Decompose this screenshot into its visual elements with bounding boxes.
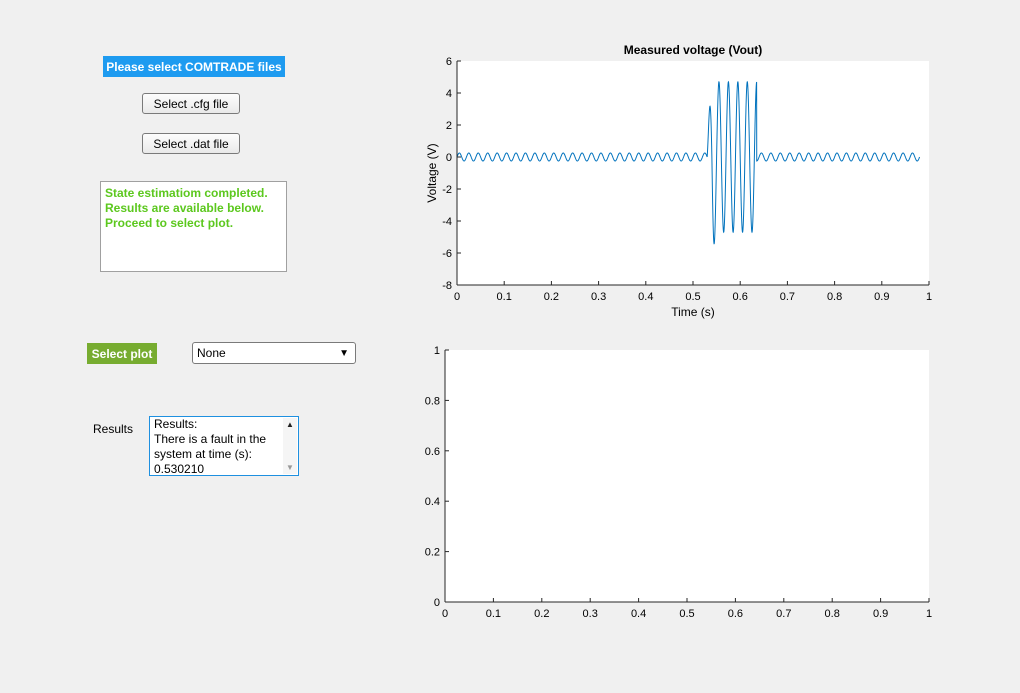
x-tick-label: 0 [442, 608, 448, 620]
x-tick-label: 0.8 [827, 291, 842, 303]
chart-title: Measured voltage (Vout) [624, 43, 762, 57]
select-plot-label: Select plot [87, 343, 157, 364]
y-tick-label: 2 [446, 120, 452, 132]
status-line: Proceed to select plot. [105, 216, 234, 230]
select-cfg-button[interactable]: Select .cfg file [142, 93, 240, 114]
plot-area [445, 350, 929, 602]
y-tick-label: 0 [446, 152, 452, 164]
x-tick-label: 0 [454, 291, 460, 303]
plot-area [457, 61, 929, 285]
x-tick-label: 0.1 [497, 291, 512, 303]
scroll-up-icon[interactable]: ▲ [286, 420, 294, 429]
results-label: Results [93, 422, 134, 436]
y-tick-label: 1 [434, 345, 440, 357]
selected-plot-chart: 0 0.1 0.2 0.3 0.4 0.5 0.6 0.7 0.8 0.9 1 0 0.2 0.4 0.6 0… [425, 345, 932, 620]
x-tick-label: 0.1 [486, 608, 501, 620]
x-tick-label: 0.9 [873, 608, 888, 620]
plot-dropdown-value: None [197, 346, 226, 360]
x-tick-label: 0.2 [534, 608, 549, 620]
voltage-series-line [456, 80, 921, 245]
y-tick-label: -6 [442, 248, 452, 260]
y-tick-label: 4 [446, 88, 452, 100]
y-tick-label: 6 [446, 56, 452, 68]
voltage-chart: Measured voltage (Vout) 0 0.1 0.2 0.3 0.4 0.5… [425, 43, 932, 319]
plot-dropdown[interactable]: None ▼ [192, 342, 356, 364]
y-tick-label: 0.6 [425, 446, 440, 458]
x-tick-label: 1 [926, 608, 932, 620]
x-tick-label: 1 [926, 291, 932, 303]
comtrade-header-label: Please select COMTRADE files [103, 56, 285, 77]
x-tick-label: 0.3 [583, 608, 598, 620]
y-tick-label: -2 [442, 184, 452, 196]
y-tick-label: 0 [434, 597, 440, 609]
status-text-box: State estimatiom completed. Results are … [100, 181, 287, 272]
x-tick-label: 0.7 [776, 608, 791, 620]
results-line: 0.530210 [154, 462, 205, 476]
results-line: There is a fault in the [154, 432, 267, 446]
scroll-down-icon[interactable]: ▼ [286, 463, 294, 472]
results-text-area[interactable]: Results: There is a fault in the system … [149, 416, 299, 476]
x-tick-label: 0.8 [825, 608, 840, 620]
x-tick-label: 0.5 [679, 608, 694, 620]
x-tick-label: 0.4 [638, 291, 653, 303]
y-axis-label: Voltage (V) [425, 143, 439, 202]
x-tick-label: 0.4 [631, 608, 646, 620]
x-tick-label: 0.2 [544, 291, 559, 303]
chevron-down-icon: ▼ [339, 348, 349, 359]
y-tick-label: -4 [442, 216, 452, 228]
status-line: Results are available below. [105, 201, 264, 215]
results-text: Results: There is a fault in the system … [154, 417, 282, 476]
x-tick-label: 0.9 [874, 291, 889, 303]
x-tick-label: 0.7 [780, 291, 795, 303]
x-tick-label: 0.6 [733, 291, 748, 303]
y-tick-label: 0.2 [425, 547, 440, 559]
results-line: Results: [154, 417, 198, 431]
y-tick-label: 0.8 [425, 395, 440, 407]
y-tick-label: -8 [442, 280, 452, 292]
results-scrollbar[interactable]: ▲ ▼ [283, 418, 297, 474]
y-tick-label: 0.4 [425, 496, 440, 508]
results-line: system at time (s): [154, 447, 253, 461]
x-tick-label: 0.5 [685, 291, 700, 303]
select-dat-button[interactable]: Select .dat file [142, 133, 240, 154]
x-axis-label: Time (s) [671, 305, 715, 319]
x-tick-label: 0.6 [728, 608, 743, 620]
status-line: State estimatiom completed. [105, 186, 268, 200]
x-tick-label: 0.3 [591, 291, 606, 303]
